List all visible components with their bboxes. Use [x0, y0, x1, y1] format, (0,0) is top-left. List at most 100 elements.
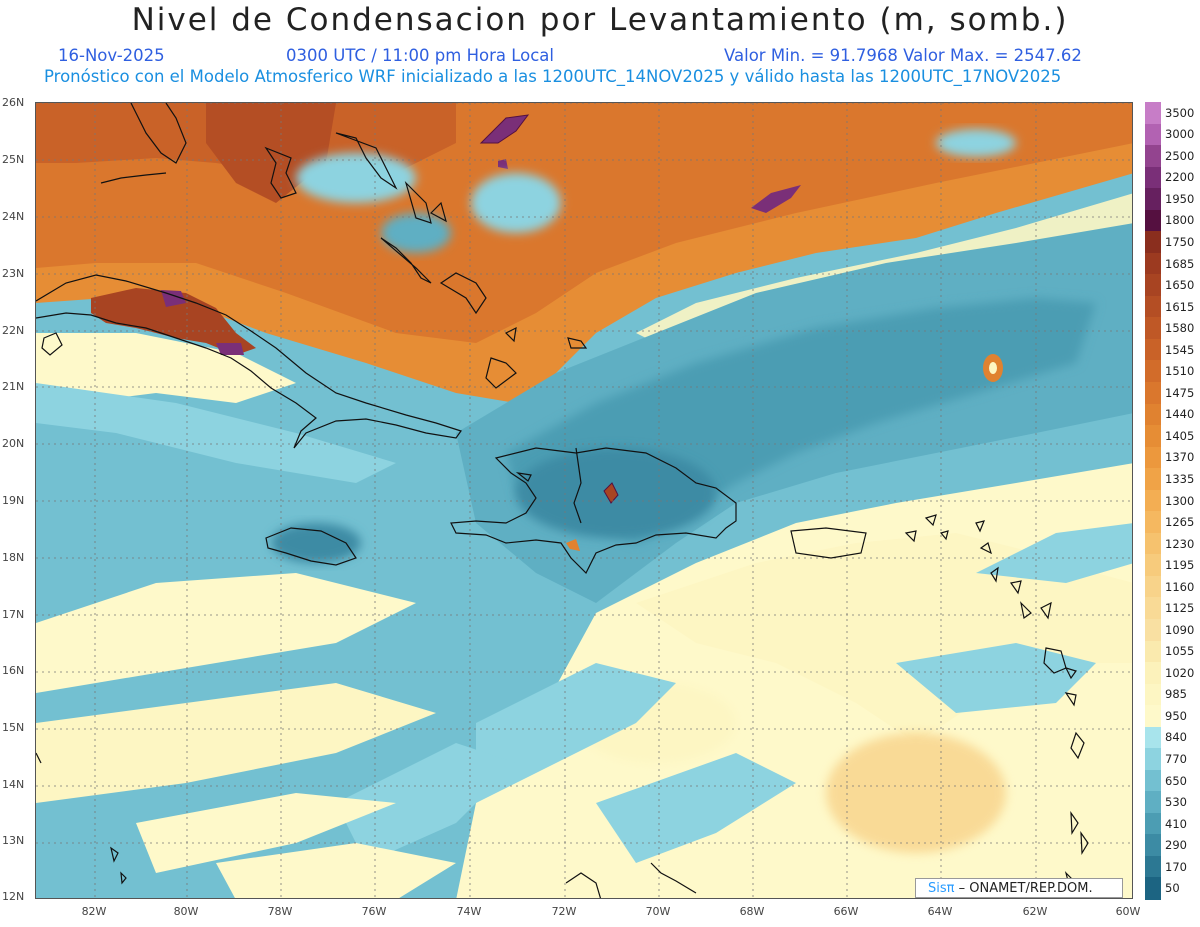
- colorbar-label: 2500: [1165, 148, 1195, 163]
- colorbar-swatch: [1145, 769, 1161, 792]
- colorbar-label: 1020: [1165, 665, 1195, 680]
- colorbar-label: 1265: [1165, 515, 1195, 530]
- colorbar-swatch: [1145, 123, 1161, 146]
- coastlines: [36, 103, 1089, 898]
- lat-label: 15N: [2, 721, 25, 734]
- colorbar-swatch: [1145, 274, 1161, 297]
- lon-label: 74W: [456, 905, 482, 918]
- date-label: 16-Nov-2025: [58, 46, 165, 65]
- colorbar-swatch: [1145, 532, 1161, 555]
- colorbar-swatch: [1145, 812, 1161, 835]
- coast-florida: [130, 103, 187, 164]
- colorbar-label: 1300: [1165, 493, 1195, 508]
- colorbar-label: 650: [1165, 773, 1187, 788]
- colorbar-swatch: [1145, 166, 1161, 189]
- colorbar-swatch: [1145, 425, 1161, 448]
- colorbar-swatch: [1145, 834, 1161, 857]
- colorbar-label: 50: [1165, 881, 1180, 896]
- lat-label: 19N: [2, 494, 25, 507]
- lat-label: 21N: [2, 380, 25, 393]
- coast-jamaica: [265, 527, 357, 566]
- colorbar-label: 1615: [1165, 299, 1195, 314]
- colorbar-label: 2200: [1165, 170, 1195, 185]
- lon-label: 62W: [1022, 905, 1048, 918]
- colorbar-label: 1090: [1165, 622, 1195, 637]
- colorbar-label: 1160: [1165, 579, 1195, 594]
- colorbar-label: 985: [1165, 687, 1187, 702]
- time-label: 0300 UTC / 11:00 pm Hora Local: [286, 46, 554, 65]
- colorbar-label: 3000: [1165, 127, 1195, 142]
- colorbar-label: 1950: [1165, 191, 1195, 206]
- colorbar-swatch: [1145, 468, 1161, 491]
- graticule: [36, 103, 1132, 898]
- colorbar-swatch: [1145, 295, 1161, 318]
- colorbar-swatch: [1145, 338, 1161, 362]
- colorbar-swatch: [1145, 145, 1161, 168]
- colorbar-label: 1055: [1165, 644, 1195, 659]
- chart-title: Nivel de Condensacion por Levantamiento …: [131, 2, 1069, 38]
- colorbar-swatch: [1145, 726, 1161, 749]
- lat-label: 16N: [2, 664, 25, 677]
- lat-label: 18N: [2, 551, 25, 564]
- colorbar-label: 950: [1165, 708, 1187, 723]
- lat-label: 26N: [2, 96, 25, 109]
- min-max-label: Valor Min. = 91.7968 Valor Max. = 2547.6…: [724, 46, 1082, 65]
- colorbar-swatch: [1145, 382, 1161, 405]
- lon-label: 76W: [361, 905, 387, 918]
- lat-label: 20N: [2, 437, 25, 450]
- colorbar-label: 1230: [1165, 536, 1195, 551]
- colorbar-label: 3500: [1165, 105, 1195, 120]
- lcl-map[interactable]: [35, 102, 1133, 899]
- colorbar-swatch: [1145, 554, 1161, 577]
- colorbar-swatch: [1145, 209, 1161, 232]
- forecast-label: Pronóstico con el Modelo Atmosferico WRF…: [44, 67, 1062, 86]
- colorbar-swatch: [1145, 102, 1161, 125]
- colorbar-swatch: [1145, 231, 1161, 254]
- colorbar-label: 1650: [1165, 278, 1195, 293]
- colorbar-swatch: [1145, 317, 1161, 340]
- colorbar-swatch: [1145, 877, 1161, 900]
- colorbar-label: 170: [1165, 859, 1187, 874]
- lat-label: 14N: [2, 778, 25, 791]
- lon-label: 80W: [173, 905, 199, 918]
- colorbar-swatch: [1145, 489, 1161, 512]
- lon-label: 68W: [739, 905, 765, 918]
- colorbar-swatch: [1145, 640, 1161, 663]
- lon-label: 70W: [645, 905, 671, 918]
- lon-label: 78W: [267, 905, 293, 918]
- colorbar-label: 1475: [1165, 385, 1195, 400]
- lon-label: 64W: [927, 905, 953, 918]
- coast-puerto-rico: [790, 527, 867, 559]
- colorbar-label: 410: [1165, 816, 1187, 831]
- lat-label: 13N: [2, 834, 25, 847]
- credit-box: Sisπ – ONAMET/REP.DOM.: [915, 878, 1123, 898]
- colorbar-swatch: [1145, 403, 1161, 426]
- colorbar: [1145, 102, 1161, 900]
- lat-label: 25N: [2, 153, 25, 166]
- colorbar-swatch: [1145, 446, 1161, 469]
- colorbar-swatch: [1145, 791, 1161, 814]
- coast-cuba: [36, 274, 462, 449]
- colorbar-swatch: [1145, 575, 1161, 599]
- colorbar-label: 1750: [1165, 235, 1195, 249]
- colorbar-label: 1545: [1165, 342, 1195, 357]
- colorbar-swatch: [1145, 188, 1161, 211]
- lat-label: 12N: [2, 890, 25, 903]
- colorbar-label: 1685: [1165, 256, 1195, 271]
- colorbar-label: 1370: [1165, 450, 1195, 465]
- colorbar-swatch: [1145, 705, 1161, 728]
- colorbar-label: 1800: [1165, 213, 1195, 228]
- lon-label: 66W: [833, 905, 859, 918]
- credit-text: – ONAMET/REP.DOM.: [958, 881, 1093, 896]
- colorbar-swatch: [1145, 683, 1161, 706]
- colorbar-swatch: [1145, 662, 1161, 685]
- lat-label: 23N: [2, 267, 25, 280]
- colorbar-swatch: [1145, 252, 1161, 275]
- coast-hispaniola: [450, 447, 737, 575]
- colorbar-swatch: [1145, 597, 1161, 620]
- colorbar-label: 770: [1165, 751, 1187, 766]
- map-canvas: [36, 103, 1132, 898]
- colorbar-label: 1125: [1165, 601, 1195, 616]
- sispi-logo: Sisπ: [928, 881, 955, 896]
- lon-label: 72W: [551, 905, 577, 918]
